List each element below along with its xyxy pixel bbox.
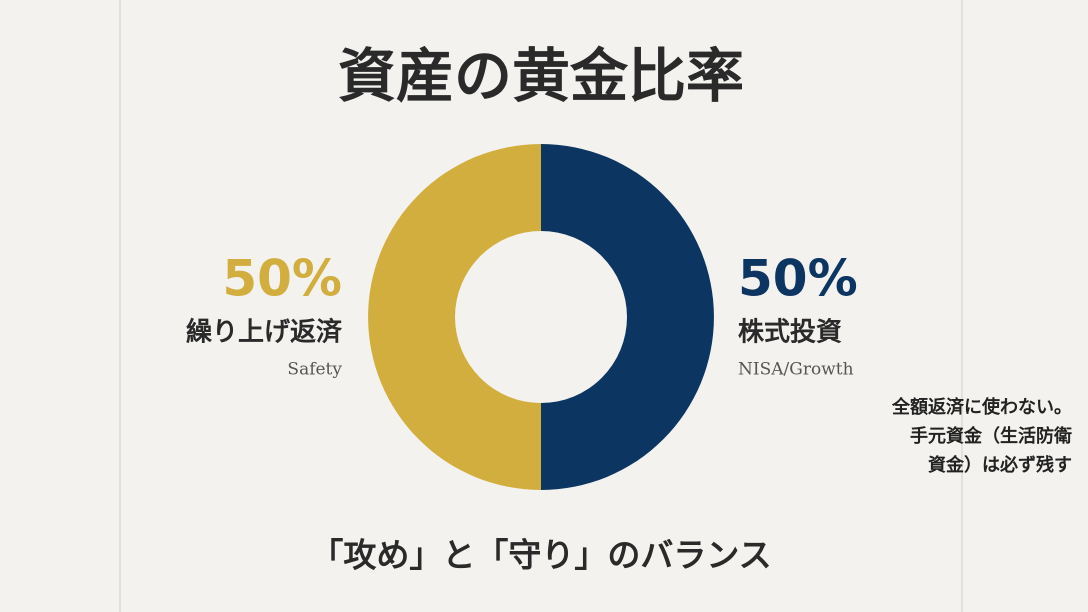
donut-slice (541, 144, 714, 490)
category-label: 株式投資 (738, 318, 842, 348)
donut-slice (368, 144, 541, 490)
category-subtitle: Safety (287, 360, 342, 380)
value-label: 50% (738, 250, 858, 308)
category-label: 繰り上げ返済 (186, 317, 343, 348)
value-label: 50% (222, 250, 342, 308)
caption: 「攻め」と「守り」のバランス (310, 536, 771, 575)
annotation-line: 手元資金（生活防衛 (910, 425, 1072, 447)
chart-title: 資産の黄金比率 (338, 42, 744, 110)
annotation-line: 資金）は必ず残す (928, 454, 1072, 476)
category-subtitle: NISA/Growth (738, 360, 854, 380)
annotation-line: 全額返済に使わない。 (891, 396, 1072, 418)
